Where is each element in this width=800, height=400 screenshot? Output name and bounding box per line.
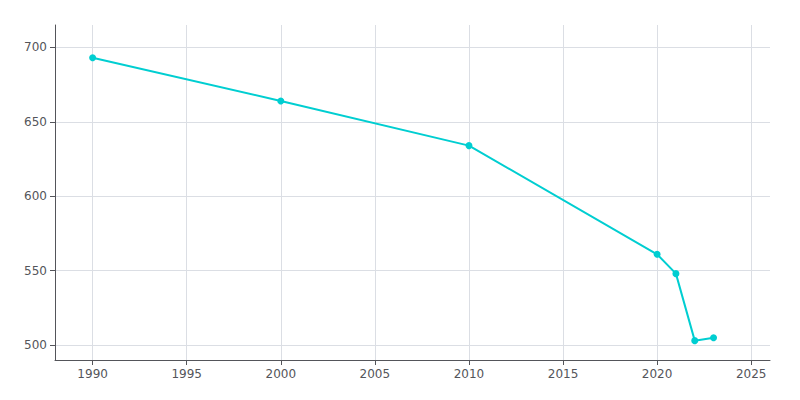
svg-text:2015: 2015 bbox=[548, 367, 579, 381]
svg-text:1995: 1995 bbox=[171, 367, 202, 381]
svg-text:1990: 1990 bbox=[77, 367, 108, 381]
svg-text:700: 700 bbox=[24, 40, 47, 54]
svg-text:550: 550 bbox=[24, 264, 47, 278]
svg-text:2020: 2020 bbox=[642, 367, 673, 381]
svg-text:2010: 2010 bbox=[454, 367, 485, 381]
svg-text:2005: 2005 bbox=[360, 367, 391, 381]
svg-text:2025: 2025 bbox=[736, 367, 767, 381]
svg-text:650: 650 bbox=[24, 115, 47, 129]
svg-text:600: 600 bbox=[24, 189, 47, 203]
svg-text:500: 500 bbox=[24, 338, 47, 352]
svg-text:2000: 2000 bbox=[266, 367, 297, 381]
